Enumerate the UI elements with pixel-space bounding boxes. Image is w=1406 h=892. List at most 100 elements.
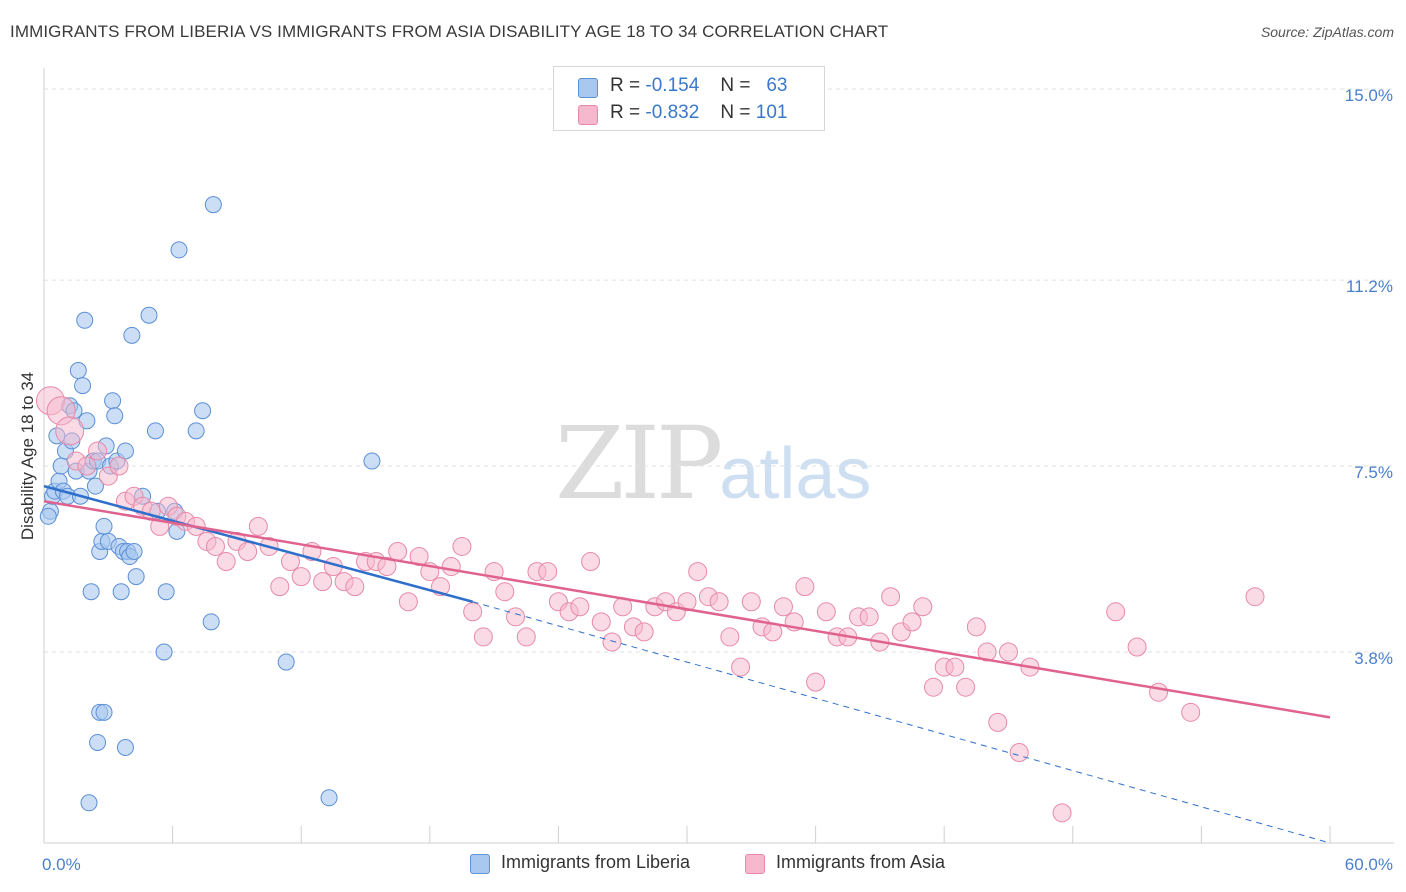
asia-point <box>999 642 1018 662</box>
asia-point <box>506 607 526 627</box>
asia-point <box>1009 743 1029 763</box>
axis-layer <box>43 68 1394 844</box>
asia-point <box>238 541 258 561</box>
liberia-point <box>86 477 104 495</box>
asia-point <box>570 597 590 617</box>
liberia-point <box>155 643 173 661</box>
points-liberia <box>39 196 381 812</box>
liberia-point <box>106 407 124 425</box>
watermark-zip: ZIP <box>555 405 723 522</box>
asia-point <box>77 456 97 476</box>
asia-trend-line <box>43 499 1331 719</box>
liberia-trend-line <box>43 484 473 603</box>
liberia-point <box>204 196 222 214</box>
asia-point <box>581 552 601 572</box>
asia-point <box>988 712 1008 732</box>
liberia-point <box>116 739 134 757</box>
asia-point <box>441 557 461 577</box>
watermark-atlas: atlas <box>719 434 872 514</box>
asia-point <box>741 592 761 612</box>
asia-point <box>945 657 965 677</box>
liberia-point <box>187 422 205 440</box>
liberia-point <box>112 583 130 601</box>
asia-point <box>923 677 943 697</box>
asia-point <box>313 572 333 592</box>
grid-layer <box>44 88 1394 653</box>
y-tick-label: 7.5% <box>1354 463 1393 482</box>
asia-point <box>1106 602 1126 622</box>
liberia-point <box>39 507 57 525</box>
y-tick-label: 3.8% <box>1354 649 1393 668</box>
asia-point <box>1181 702 1201 722</box>
asia-point <box>720 627 740 647</box>
asia-point <box>816 602 836 622</box>
liberia-point <box>123 326 141 344</box>
series-liberia-label: Immigrants from Liberia <box>501 852 691 872</box>
liberia-point <box>95 703 113 721</box>
asia-point <box>966 617 986 637</box>
asia-point <box>731 657 751 677</box>
asia-point <box>291 567 311 587</box>
asia-point <box>538 562 558 582</box>
asia-point <box>709 592 729 612</box>
asia-point <box>398 592 418 612</box>
legend-liberia-n-label: N = <box>720 75 751 96</box>
liberia-point <box>170 241 188 259</box>
y-tick-label: 11.2% <box>1346 277 1393 296</box>
asia-point <box>977 642 997 662</box>
legend-asia-n-value: 101 <box>755 102 788 123</box>
liberia-point <box>80 794 98 812</box>
asia-point <box>377 557 397 577</box>
asia-point <box>1149 682 1169 702</box>
liberia-point <box>125 542 143 560</box>
asia-point <box>463 602 483 622</box>
x-tick-label-min: 0.0% <box>42 855 81 874</box>
liberia-point <box>69 362 87 380</box>
asia-point <box>634 622 654 642</box>
asia-point <box>881 587 901 607</box>
asia-point <box>773 597 793 617</box>
asia-point <box>859 607 879 627</box>
liberia-trend-extension <box>472 601 1331 844</box>
asia-point <box>602 632 622 652</box>
legend-liberia-r-label: R = <box>610 75 641 96</box>
asia-point <box>495 582 515 602</box>
asia-point <box>452 536 472 556</box>
liberia-point <box>146 422 164 440</box>
asia-point <box>1245 587 1265 607</box>
liberia-point <box>194 402 212 420</box>
asia-point <box>205 536 225 556</box>
chart-source: Source: ZipAtlas.com <box>1260 24 1394 40</box>
liberia-point <box>157 583 175 601</box>
liberia-point <box>74 377 92 395</box>
asia-swatch <box>578 105 598 125</box>
asia-point <box>677 592 697 612</box>
asia-point <box>109 456 129 476</box>
liberia-point <box>82 583 100 601</box>
stats-legend: R = -0.154 N = 63 R = -0.832 N = 101 <box>553 66 825 131</box>
asia-point <box>806 672 826 692</box>
asia-point <box>516 627 536 647</box>
liberia-point <box>363 452 381 470</box>
asia-point <box>248 516 268 536</box>
liberia-point <box>116 442 134 460</box>
asia-point <box>1127 637 1147 657</box>
legend-liberia-n-value: 63 <box>766 75 788 96</box>
watermark: ZIPatlas <box>555 405 871 522</box>
legend-asia-r-value: -0.832 <box>645 102 700 123</box>
liberia-point <box>140 306 158 324</box>
asia-point <box>902 612 922 632</box>
asia-point <box>956 677 976 697</box>
asia-point <box>345 577 365 597</box>
liberia-point <box>127 568 145 586</box>
legend-asia-n-label: N = <box>720 102 751 123</box>
liberia-point <box>320 789 338 807</box>
asia-point <box>270 577 290 597</box>
label-layer: 3.8% 7.5% 11.2% 15.0% 0.0% 60.0% Disability Ag… <box>18 86 1393 874</box>
series-asia-swatch <box>745 854 765 874</box>
asia-point <box>688 562 708 582</box>
y-axis-title: Disability Age 18 to 34 <box>18 372 37 540</box>
liberia-swatch <box>578 78 598 98</box>
chart-title: IMMIGRANTS FROM LIBERIA VS IMMIGRANTS FR… <box>10 22 889 41</box>
